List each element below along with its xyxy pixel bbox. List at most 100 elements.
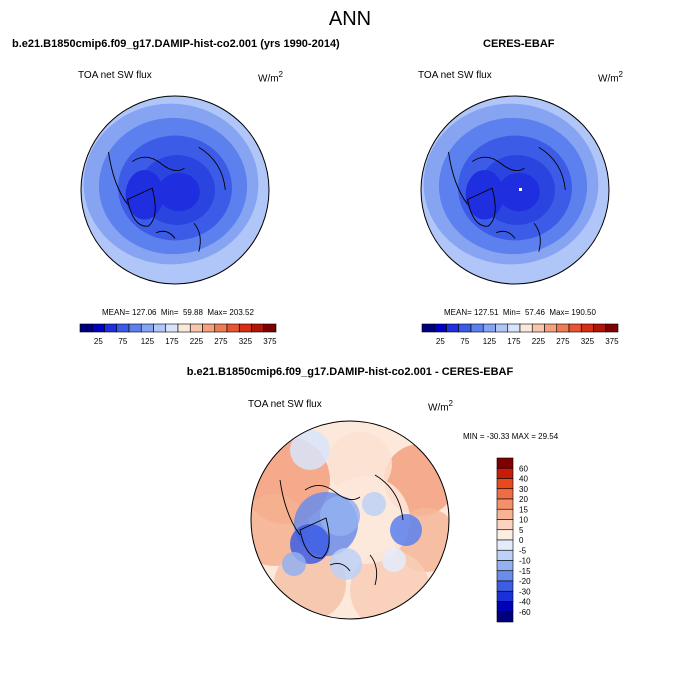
panel-1-title: b.e21.B1850cmip6.f09_g17.DAMIP-hist-co2.… (12, 38, 340, 50)
map-coastline (448, 151, 468, 205)
colorbar-3-tick-label: 30 (519, 485, 528, 494)
colorbar-1-swatch (79, 323, 93, 333)
colorbar-1-swatch (165, 323, 179, 333)
colorbar-3-tick-label: -20 (519, 577, 531, 586)
panel-2-polar-map (420, 95, 610, 285)
map-coastline (374, 474, 404, 521)
map-coastline (126, 187, 156, 227)
colorbar-3-tick-label: 60 (519, 464, 528, 473)
colorbar-1-tick-label: 75 (118, 337, 127, 346)
colorbar-2-swatch (421, 323, 435, 333)
colorbar-3-swatch (496, 467, 514, 479)
map-coastline (533, 222, 541, 252)
colorbar-1-swatch (226, 323, 240, 333)
colorbar-3-tick-label: 5 (519, 526, 524, 535)
colorbar-2-tick-label: 75 (460, 337, 469, 346)
colorbar-3-tick-label: 20 (519, 495, 528, 504)
colorbar-1-swatch (140, 323, 154, 333)
colorbar-3-tick-label: -30 (519, 587, 531, 596)
colorbar-1-swatch (202, 323, 216, 333)
map-contour-band (158, 172, 200, 212)
colorbar-2-swatch (568, 323, 582, 333)
colorbar-3-tick-label: -15 (519, 567, 531, 576)
colorbar-1-swatch (189, 323, 203, 333)
map-coastline (495, 230, 516, 239)
map-coastline (299, 517, 330, 559)
colorbar-1-tick-label: 325 (239, 337, 253, 346)
colorbar-1-swatch (91, 323, 105, 333)
colorbar-3-swatch (496, 560, 514, 572)
colorbar-2-tick-label: 25 (436, 337, 445, 346)
colorbar-2-swatch (593, 323, 607, 333)
colorbar-2-swatch (556, 323, 570, 333)
colorbar-3-swatch (496, 611, 514, 623)
panel-2-stats: MEAN= 127.51 Min= 57.46 Max= 190.50 (444, 308, 596, 317)
colorbar-2-tick-label: 275 (556, 337, 570, 346)
map-coastline (279, 479, 301, 536)
map-patch (320, 496, 360, 536)
map-patch (330, 548, 362, 580)
colorbar-1-tick-label: 125 (141, 337, 155, 346)
map-coastline (369, 554, 378, 586)
colorbar-1-swatch (263, 323, 277, 333)
colorbar-2-swatch (544, 323, 558, 333)
colorbar-2-swatch (605, 323, 619, 333)
colorbar-2-tick-label: 125 (483, 337, 497, 346)
page-title: ANN (328, 8, 372, 30)
colorbar-2-tick-label: 375 (605, 337, 619, 346)
colorbar-3-swatch (496, 457, 514, 469)
colorbar-1-swatch (214, 323, 228, 333)
colorbar-3-swatch (496, 488, 514, 500)
colorbar-3-swatch (496, 590, 514, 602)
colorbar-2-tick-label: 225 (532, 337, 546, 346)
panel-1-polar-map (80, 95, 270, 285)
panel-3-polar-map (250, 420, 450, 620)
colorbar-2-swatch (482, 323, 496, 333)
colorbar-2-swatch (495, 323, 509, 333)
colorbar-1-tick-label: 275 (214, 337, 228, 346)
colorbar-1-swatch (116, 323, 130, 333)
panel-1-colorbar: 25 75 125 175 225 275 325 375 (79, 323, 277, 346)
colorbar-3-swatch (496, 601, 514, 613)
panel-3-title: b.e21.B1850cmip6.f09_g17.DAMIP-hist-co2.… (186, 366, 514, 378)
map-field (421, 96, 609, 284)
colorbar-3-swatch (496, 539, 514, 551)
colorbar-2-swatch (446, 323, 460, 333)
colorbar-1-tick-label: 25 (94, 337, 103, 346)
panel-2-title: CERES-EBAF (483, 38, 555, 50)
map-greenland-band (125, 170, 164, 220)
colorbar-1-swatch (238, 323, 252, 333)
colorbar-3-tick-label: 15 (519, 505, 528, 514)
colorbar-1-swatch (177, 323, 191, 333)
map-patch (282, 552, 306, 576)
panel-2-variable: TOA net SW flux (418, 70, 492, 81)
colorbar-1-tick-label: 375 (263, 337, 277, 346)
map-coastline (466, 187, 496, 227)
colorbar-2-tick-label: 325 (581, 337, 595, 346)
map-contour-band (498, 172, 540, 212)
colorbar-2-swatch (433, 323, 447, 333)
map-patch (362, 492, 386, 516)
map-boundary (80, 95, 270, 285)
colorbar-3-tick-label: 40 (519, 475, 528, 484)
map-field (81, 96, 269, 284)
colorbar-3-swatch (496, 508, 514, 520)
colorbar-2-swatch (470, 323, 484, 333)
colorbar-3-swatch (496, 549, 514, 561)
map-patch (390, 514, 422, 546)
colorbar-1-swatch (153, 323, 167, 333)
colorbar-3-swatch (496, 570, 514, 582)
colorbar-1-tick-label: 175 (165, 337, 179, 346)
map-field (251, 421, 449, 619)
map-coastline (538, 146, 566, 191)
panel-2-units: W/m2 (598, 70, 623, 85)
colorbar-1-swatch (128, 323, 142, 333)
map-boundary (420, 95, 610, 285)
colorbar-1-tick-label: 225 (190, 337, 204, 346)
panel-2-colorbar: 25 75 125 175 225 275 325 375 (421, 323, 619, 346)
map-coastline (304, 485, 361, 501)
colorbar-3-tick-label: 10 (519, 516, 528, 525)
panel-1-variable: TOA net SW flux (78, 70, 152, 81)
colorbar-2-swatch (580, 323, 594, 333)
